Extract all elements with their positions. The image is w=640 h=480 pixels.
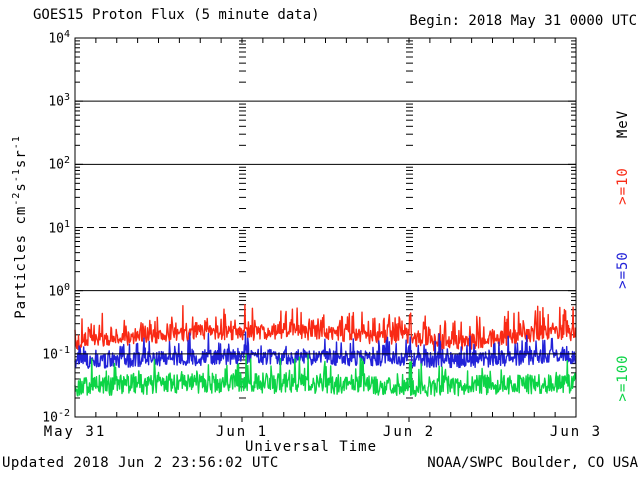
x-tick-label: Jun 2 xyxy=(382,424,436,440)
series-10 xyxy=(74,304,577,352)
updated-timestamp: Updated 2018 Jun 2 23:56:02 UTC xyxy=(2,455,279,471)
x-tick-label: Jun 1 xyxy=(215,424,269,440)
right-axis-label-10: >=10 xyxy=(615,167,631,205)
y-tick-label: 101 xyxy=(48,218,70,236)
y-tick-exponent: 4 xyxy=(63,29,70,40)
y-tick-exponent: 1 xyxy=(63,218,70,230)
y-tick-exponent: 3 xyxy=(63,92,70,104)
y-tick-label: 103 xyxy=(48,92,70,110)
y-tick-exponent: 0 xyxy=(63,281,70,293)
right-axis-label-50: >=50 xyxy=(615,251,631,289)
y-tick-label: 10-1 xyxy=(42,344,70,363)
y-tick-exponent: 2 xyxy=(63,155,70,167)
begin-timestamp: Begin: 2018 May 31 0000 UTC xyxy=(409,13,637,29)
x-tick-label: May 31 xyxy=(43,424,107,440)
series-100 xyxy=(74,354,577,397)
source-credit: NOAA/SWPC Boulder, CO USA xyxy=(427,455,638,471)
right-axis-label-MeV: MeV xyxy=(615,109,631,139)
series-50 xyxy=(74,331,577,369)
y-tick-exponent: -2 xyxy=(57,408,70,419)
y-tick-exponent: -1 xyxy=(57,344,70,356)
y-tick-label: 100 xyxy=(48,281,70,299)
x-tick-label: Jun 3 xyxy=(549,424,603,440)
plot-border xyxy=(74,37,577,418)
y-tick-label: 104 xyxy=(48,29,70,47)
right-axis-label-100: >=100 xyxy=(615,354,631,402)
chart-title: GOES15 Proton Flux (5 minute data) xyxy=(33,7,320,23)
y-tick-label: 102 xyxy=(48,155,70,173)
x-axis-label: Universal Time xyxy=(245,439,378,455)
y-tick-label: 10-2 xyxy=(42,408,70,426)
